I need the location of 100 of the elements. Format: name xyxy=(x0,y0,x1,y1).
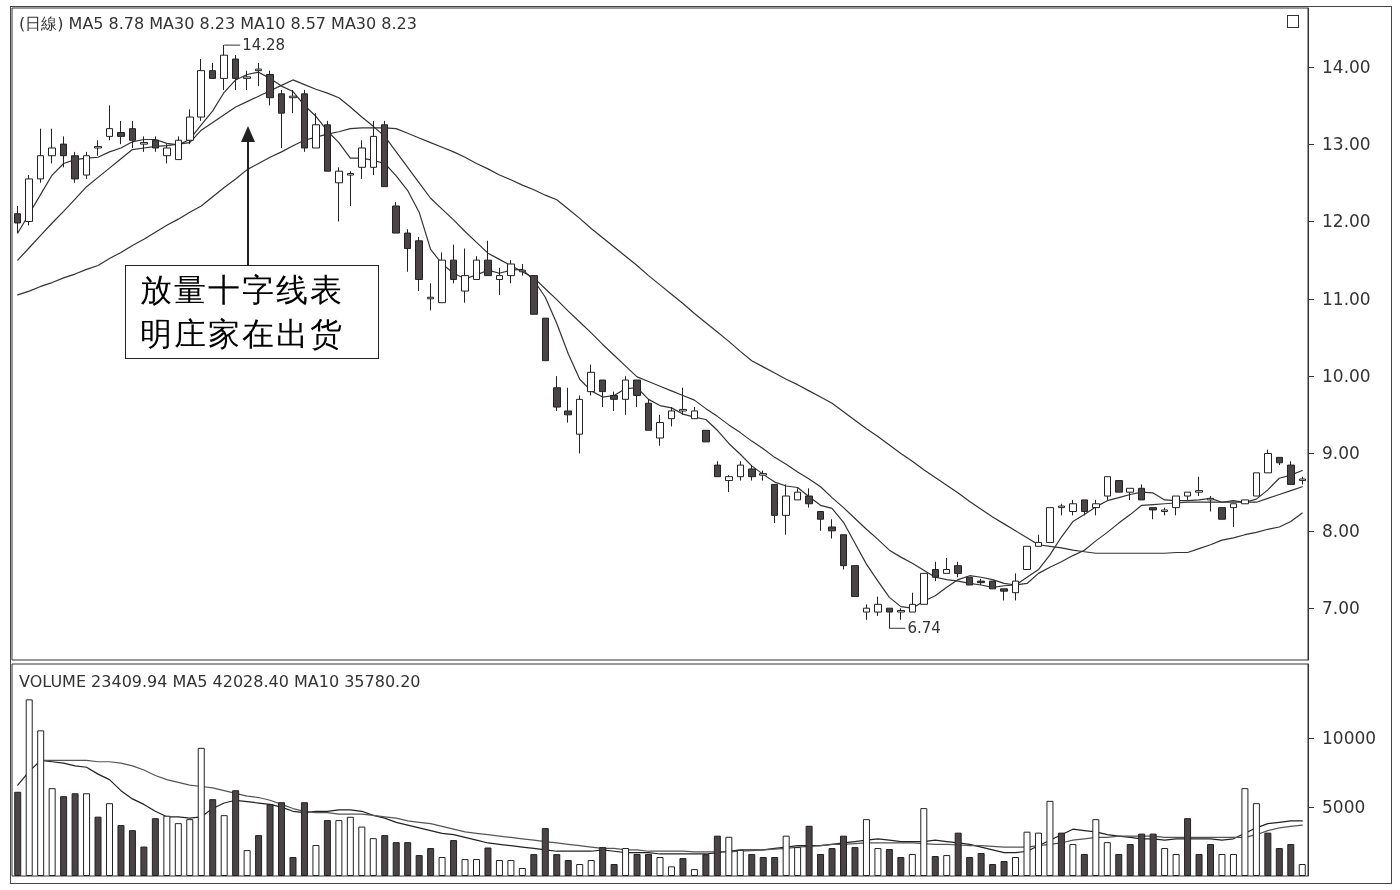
bar xyxy=(484,847,492,876)
bar xyxy=(461,859,469,876)
candlestick xyxy=(1161,507,1168,516)
candlestick xyxy=(645,398,652,431)
annotation: 放量十字线表明庄家在出货 xyxy=(125,265,379,359)
candlestick xyxy=(255,62,262,87)
y-tick-label: 7.00 xyxy=(1322,598,1360,619)
bar xyxy=(381,835,389,876)
y-tick-label: 10.00 xyxy=(1322,366,1371,387)
candlestick xyxy=(668,406,675,427)
candlestick xyxy=(289,89,297,114)
y-tick-label: 9.00 xyxy=(1322,443,1360,464)
bar xyxy=(220,815,228,876)
candlestick xyxy=(737,460,744,482)
candlestick xyxy=(1081,499,1088,516)
bar xyxy=(667,866,675,876)
candlestick xyxy=(370,120,377,176)
candlestick xyxy=(347,170,354,207)
candlestick xyxy=(473,255,480,280)
candlestick xyxy=(278,89,285,149)
bar xyxy=(450,840,458,876)
candlestick xyxy=(1104,476,1111,501)
candlestick xyxy=(48,128,56,164)
bar xyxy=(1218,853,1226,876)
candlestick xyxy=(1218,507,1226,520)
y-tick-label: 13.00 xyxy=(1322,134,1371,155)
candlestick xyxy=(587,364,595,396)
bar xyxy=(966,857,974,876)
candlestick xyxy=(1276,456,1283,466)
candlestick xyxy=(484,240,492,277)
candlestick xyxy=(335,166,343,222)
bar xyxy=(335,820,343,876)
bar xyxy=(83,793,91,876)
candlestick xyxy=(197,58,205,122)
candlestick xyxy=(60,135,67,168)
bar xyxy=(438,857,446,876)
candlestick xyxy=(599,379,606,408)
candlestick xyxy=(725,474,733,493)
bar xyxy=(507,860,515,876)
candlestick xyxy=(1126,487,1134,501)
candlestick xyxy=(496,267,503,296)
bar xyxy=(885,849,893,876)
chart-title: (日線) MA5 8.78 MA30 8.23 MA10 8.57 MA30 8.23 xyxy=(19,13,417,33)
y-tick-label: 11.00 xyxy=(1322,288,1371,309)
candlestick xyxy=(415,236,423,292)
candlestick xyxy=(1241,499,1249,505)
candlestick xyxy=(1230,503,1237,528)
bar xyxy=(817,853,825,876)
bar xyxy=(60,796,68,876)
bar xyxy=(610,864,618,876)
candlestick xyxy=(152,135,159,153)
bar xyxy=(518,868,526,876)
candlestick xyxy=(358,139,366,180)
candlestick xyxy=(232,54,239,91)
bar xyxy=(289,857,297,876)
candlestick xyxy=(186,108,194,145)
bar xyxy=(243,850,251,876)
text: VOLUME 23409.94 MA5 42028.40 MA10 35780.20 xyxy=(19,671,421,691)
bar xyxy=(473,859,480,876)
candlestick xyxy=(805,487,813,509)
bar xyxy=(679,858,687,876)
y-tick-label: 10000 xyxy=(1322,728,1377,749)
candlestick xyxy=(1035,534,1042,547)
bar xyxy=(874,848,882,876)
candlestick xyxy=(977,578,985,586)
candlestick xyxy=(71,151,79,184)
candlestick xyxy=(817,511,824,532)
candlestick xyxy=(438,251,446,304)
candlestick xyxy=(1012,572,1019,601)
y-tick-label: 14.00 xyxy=(1322,56,1371,77)
bar xyxy=(495,860,503,876)
candlestick xyxy=(656,414,664,447)
bar xyxy=(1103,842,1111,876)
bar xyxy=(1275,848,1283,876)
bar xyxy=(94,816,102,876)
bar xyxy=(1195,853,1203,876)
candlestick xyxy=(863,603,870,621)
bar xyxy=(1080,853,1088,876)
bar xyxy=(564,860,572,876)
candlestick xyxy=(553,375,561,412)
candlestick xyxy=(404,228,411,273)
candlestick xyxy=(714,460,721,478)
candlestick xyxy=(1264,449,1272,474)
candlestick xyxy=(874,596,882,617)
candlestick xyxy=(106,104,113,141)
bar xyxy=(1012,857,1020,876)
candlestick xyxy=(381,120,388,188)
candlestick xyxy=(37,128,44,184)
bar xyxy=(587,860,595,876)
bar xyxy=(151,818,159,876)
bar xyxy=(358,826,366,876)
bar xyxy=(117,825,125,876)
bar xyxy=(404,842,412,876)
candlestick xyxy=(1287,460,1295,485)
candlestick xyxy=(450,244,457,284)
candlestick xyxy=(209,62,216,79)
candlestick xyxy=(14,205,21,234)
bar xyxy=(530,854,538,876)
bar xyxy=(14,791,22,876)
candlestick xyxy=(175,135,182,161)
